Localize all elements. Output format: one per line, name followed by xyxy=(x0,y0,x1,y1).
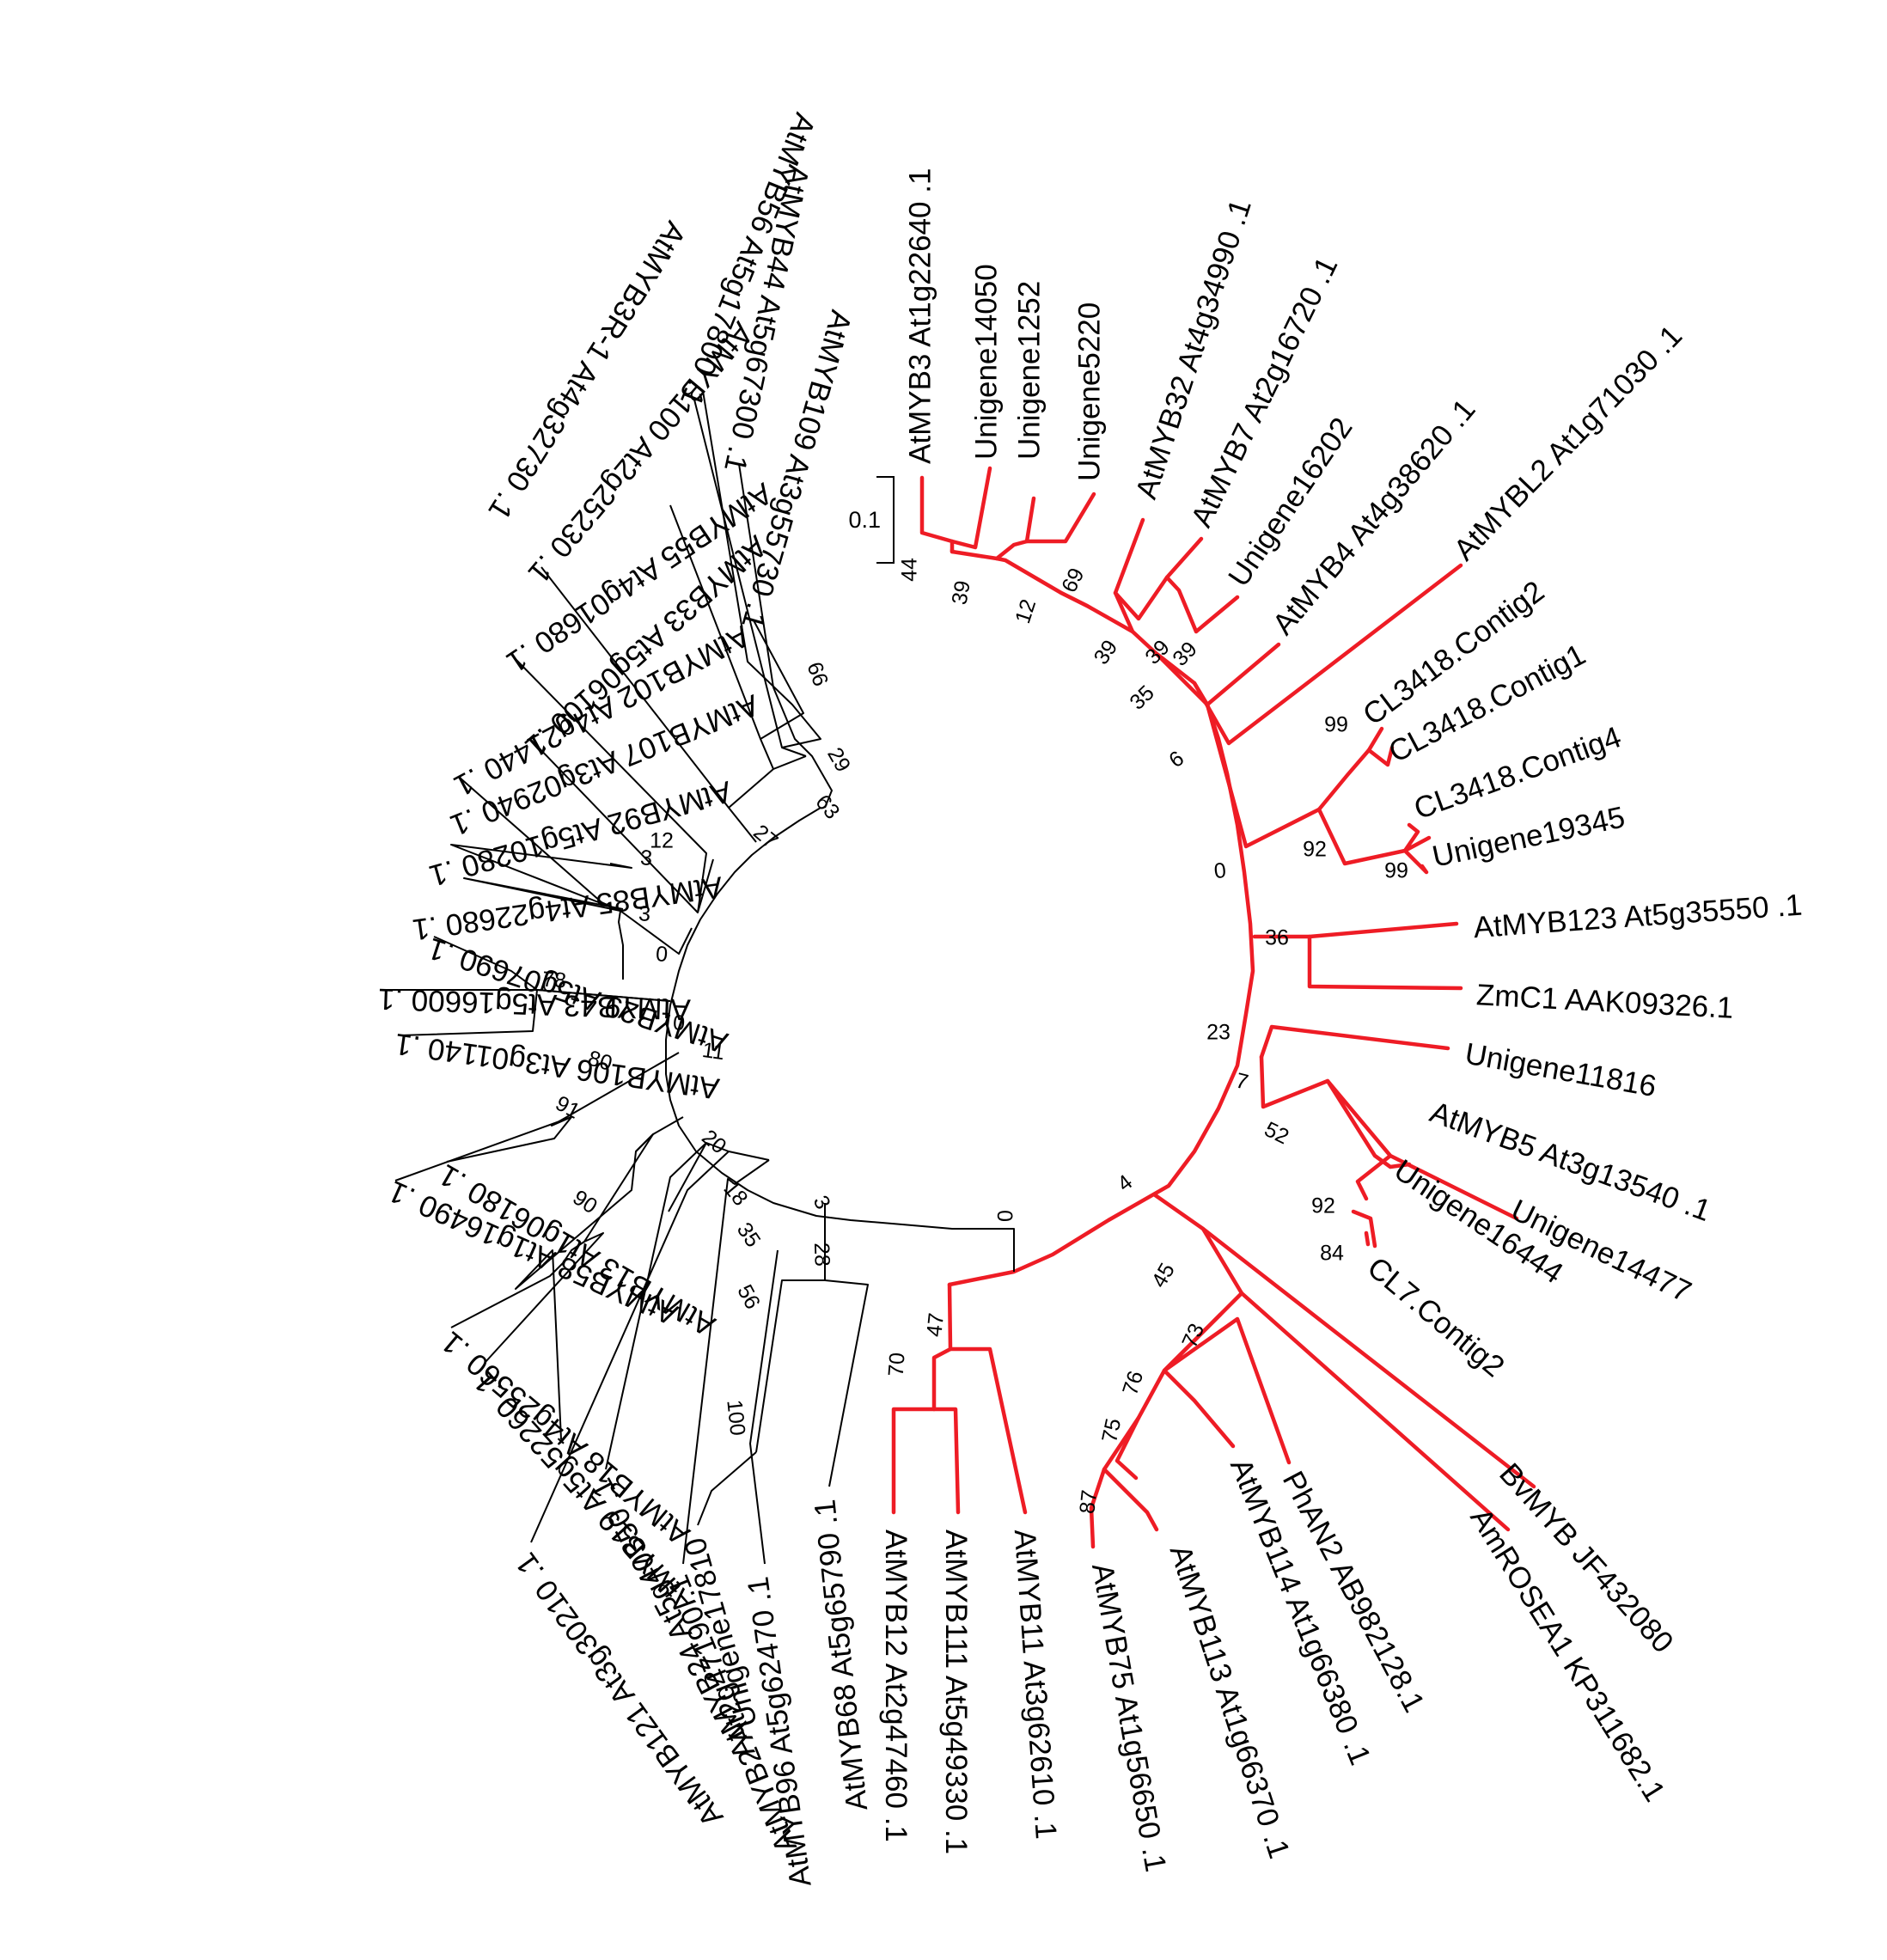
leaf-label: AtMYB43 At5g16600 .1 xyxy=(377,982,691,1027)
leaf-label: Unigene11816 xyxy=(1463,1037,1658,1103)
leaf-label: AtMYB58 At1g16490 .1 xyxy=(383,1174,682,1332)
bootstrap-value: 100 xyxy=(722,1399,749,1437)
bootstrap-value: 44 xyxy=(898,558,922,582)
bootstrap-value: 99 xyxy=(1324,713,1348,737)
bootstrap-value: 92 xyxy=(1303,838,1327,862)
bootstrap-value: 0 xyxy=(655,942,669,967)
leaf-label: Unigene5220 xyxy=(1072,302,1106,481)
bootstrap-value: 0 xyxy=(1212,858,1227,883)
leaf-label: Unigene14050 xyxy=(969,264,1003,460)
bootstrap-value: 47 xyxy=(922,1312,949,1339)
bootstrap-value: 63 xyxy=(810,790,844,823)
leaf-label: AtMYB3 At1g22640 .1 xyxy=(903,168,937,464)
bootstrap-value: 11 xyxy=(700,1038,726,1065)
highlighted-clade-branches xyxy=(891,466,1536,1549)
bootstrap-value: 87 xyxy=(1075,1489,1102,1516)
bootstrap-value: 91 xyxy=(552,1091,584,1124)
bootstrap-value: 73 xyxy=(1177,1320,1209,1352)
bootstrap-value: 12 xyxy=(650,829,674,853)
bootstrap-value: 18 xyxy=(718,1176,752,1210)
bootstrap-value: 35 xyxy=(732,1218,766,1252)
bootstrap-value: 84 xyxy=(1320,1242,1344,1266)
bootstrap-value: 35 xyxy=(1125,681,1158,714)
leaf-label: AtMYB12 At2g47460 .1 xyxy=(879,1530,913,1842)
leaf-label: AtMYB75 At1g56650 .1 xyxy=(1085,1560,1173,1874)
leaf-label: AtMYB11 At3g62610 .1 xyxy=(1008,1528,1063,1840)
bootstrap-value: 36 xyxy=(1265,926,1289,950)
outgroup-branches xyxy=(382,390,1015,1565)
leaf-label: AtMYB3R-1 At4g32730 .1 xyxy=(481,216,692,526)
scale-bar: 0.1 xyxy=(848,476,895,564)
bootstrap-value: 75 xyxy=(1097,1416,1126,1444)
leaf-label: AtMYB111 At5g49330 .1 xyxy=(939,1530,973,1854)
leaf-label: AtMYB123 At5g35550 .1 xyxy=(1472,888,1803,945)
bootstrap-value: 12 xyxy=(1011,596,1041,626)
bootstrap-value: 6 xyxy=(1164,746,1188,772)
leaf-label: AtMYB18 At4g25560 .1 xyxy=(435,1325,696,1552)
leaf-label: AtMYBL2 At1g71030 .1 xyxy=(1447,319,1689,567)
bootstrap-value: 7 xyxy=(1233,1068,1250,1095)
bootstrap-value: 0 xyxy=(994,1210,1018,1222)
bootstrap-value: 39 xyxy=(947,579,974,607)
bootstrap-value: 45 xyxy=(1147,1259,1180,1291)
bootstrap-value: 27 xyxy=(748,820,782,853)
bootstrap-value: 23 xyxy=(1206,1021,1231,1045)
leaf-label: ZmC1 AAK09326.1 xyxy=(1475,978,1734,1025)
bootstrap-value: 29 xyxy=(822,743,855,776)
bootstrap-value: 90 xyxy=(568,1185,602,1218)
bootstrap-value: 99 xyxy=(1384,859,1408,883)
bootstrap-value: 76 xyxy=(1118,1368,1148,1398)
leaf-labels: AtMYB3 At1g22640 .1 Unigene14050 Unigene12… xyxy=(377,108,1803,1889)
leaf-label: AtMYB68 At5g65790 .1 xyxy=(808,1498,874,1812)
bootstrap-value: 70 xyxy=(884,1352,910,1377)
bootstrap-value: 3 xyxy=(638,901,651,926)
bootstrap-value: 39 xyxy=(1089,636,1122,669)
leaf-label: CL7.Contig2 xyxy=(1361,1250,1511,1383)
bootstrap-value: 4 xyxy=(1113,1170,1137,1197)
bootstrap-value: 66 xyxy=(802,659,833,690)
bootstrap-value: 92 xyxy=(1311,1194,1335,1218)
bootstrap-value: 78 xyxy=(541,968,567,993)
bootstrap-value: 56 xyxy=(732,1280,765,1313)
scale-bar-label: 0.1 xyxy=(848,507,881,533)
bootstrap-value: 28 xyxy=(809,1243,834,1267)
bootstrap-value: 0 xyxy=(672,1011,686,1035)
bootstrap-value: 52 xyxy=(1261,1117,1292,1149)
bootstrap-value: 3 xyxy=(809,1192,835,1213)
bootstrap-value: 3 xyxy=(639,846,653,870)
leaf-label: Unigene1252 xyxy=(1012,281,1046,460)
